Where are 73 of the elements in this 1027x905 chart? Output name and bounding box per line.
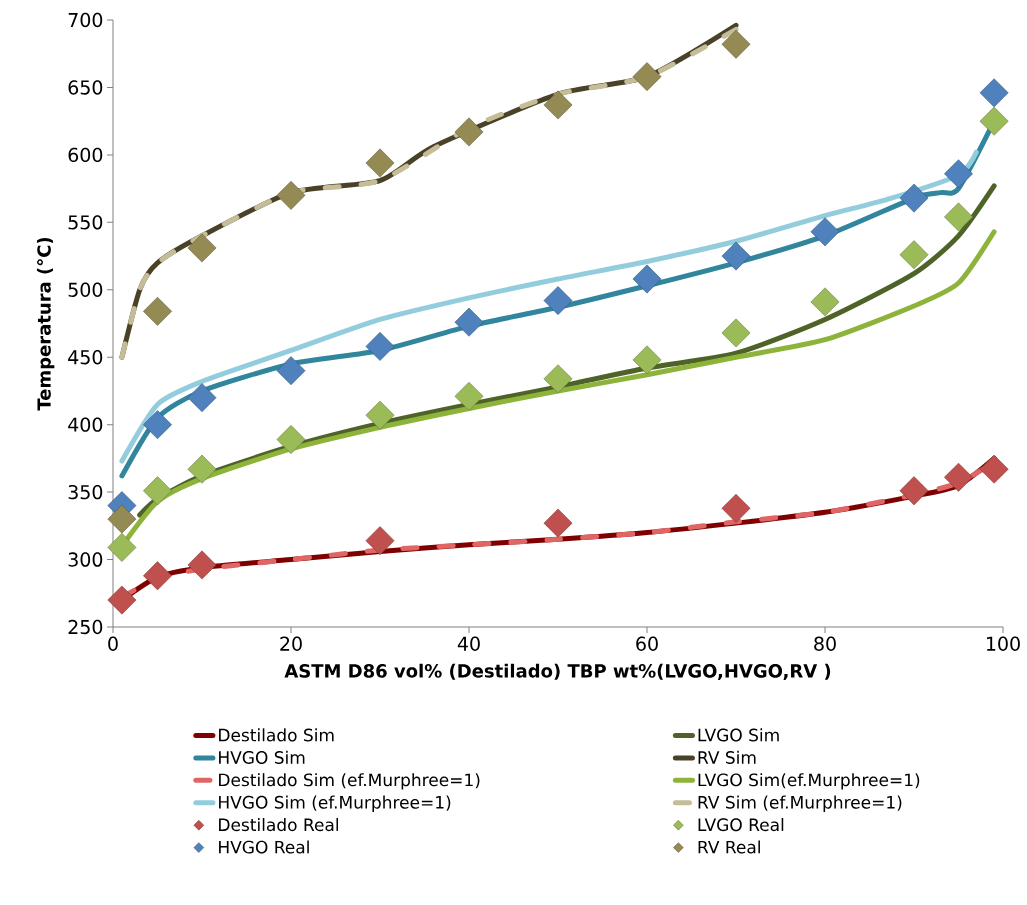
point [944,462,973,492]
y-tick-label: 300 [68,552,103,567]
point [187,233,217,263]
point [107,504,137,534]
legend-label: Destilado Real [219,817,339,832]
point [365,148,395,178]
point [143,476,172,506]
legend-label: HVGO Real [219,840,309,854]
y-tick-label: 450 [68,350,103,365]
point [632,345,662,375]
point [721,493,751,523]
point [810,287,840,317]
point [107,533,137,562]
y-tick-label: 600 [68,147,103,163]
point [899,476,929,506]
point [543,90,573,120]
point [543,286,573,315]
point [979,106,1009,136]
x-tick-label: 60 [636,636,658,651]
legend-label: HVGO Sim [219,750,305,764]
point [721,29,751,59]
point [810,217,840,247]
legend-label: Destilado Sim (ef.Murphree=1) [219,773,480,790]
legend-label: RV Real [698,840,760,854]
point [632,264,662,294]
point [276,356,306,386]
x-tick-label: 0 [108,636,118,651]
y-tick-label: 400 [68,417,103,432]
point [979,78,1009,108]
y-tick-label: 700 [68,12,103,28]
point [454,117,484,147]
point [979,454,1009,484]
point [276,180,306,210]
point [365,526,395,556]
legend-label: RV Sim (ef.Murphree=1) [698,795,902,813]
legend-label: Destilado Sim [219,728,334,742]
x-tick-label: 20 [280,636,302,651]
point [187,383,217,413]
point [944,159,973,189]
y-axis-title: Temperatura (°C) [36,237,55,411]
point [632,62,662,92]
legend-label: LVGO Sim(ef.Murphree=1) [698,773,920,790]
point [454,381,484,411]
point [721,318,751,348]
y-tick-label: 550 [68,215,103,230]
y-tick-label: 500 [68,282,103,297]
point [187,550,217,580]
point [187,454,217,484]
x-tick-label: 80 [814,636,836,651]
point [543,508,573,538]
point [143,296,172,326]
point [276,425,306,454]
x-tick-label: 40 [457,636,480,651]
x-tick-label: 100 [986,636,1020,651]
point [107,585,137,615]
point [143,561,172,591]
point [899,183,929,213]
point [365,400,395,430]
point [721,241,751,271]
y-tick-label: 250 [68,619,103,635]
point [944,202,973,232]
y-tick-label: 350 [68,484,103,500]
legend-label: HVGO Sim (ef.Murphree=1) [219,795,451,813]
point [899,240,929,270]
legend-label: LVGO Real [698,817,784,832]
point [143,410,172,440]
y-tick-label: 650 [68,80,103,95]
legend-label: RV Sim [698,750,756,764]
point [454,307,484,337]
legend-label: LVGO Sim [698,728,779,742]
point [543,364,573,394]
x-axis-title: ASTM D86 vol% (Destilado) TBP wt%(LVGO,HVGO,RV ) [284,663,831,680]
point [365,332,395,361]
